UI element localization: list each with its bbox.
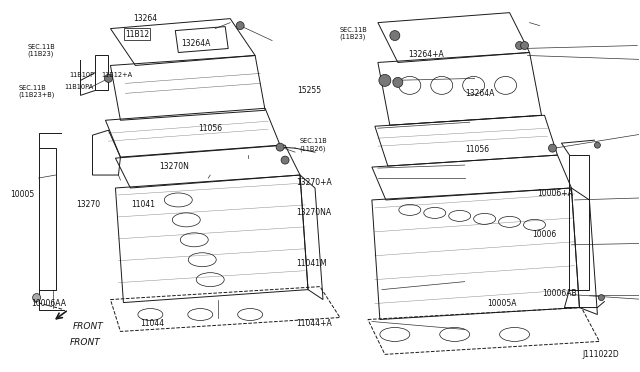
Text: 10006: 10006 <box>532 230 556 240</box>
Circle shape <box>236 22 244 30</box>
Text: 10006AA: 10006AA <box>31 299 67 308</box>
Text: 15255: 15255 <box>298 86 322 95</box>
Circle shape <box>281 156 289 164</box>
Text: 13270N: 13270N <box>159 162 189 171</box>
Text: 13264A: 13264A <box>180 39 210 48</box>
Text: 10005: 10005 <box>10 190 35 199</box>
Circle shape <box>598 295 604 301</box>
Circle shape <box>33 294 40 302</box>
Text: 10005A: 10005A <box>487 299 517 308</box>
Text: 13270: 13270 <box>76 200 100 209</box>
Text: 11B10PA: 11B10PA <box>65 84 94 90</box>
Text: 13270NA: 13270NA <box>296 208 331 217</box>
Text: SEC.11B
(11B26): SEC.11B (11B26) <box>300 138 327 152</box>
Text: SEC.11B
(11B23): SEC.11B (11B23) <box>28 44 55 58</box>
Circle shape <box>379 74 391 86</box>
Text: FRONT: FRONT <box>70 338 100 347</box>
Text: 13264+A: 13264+A <box>408 50 444 59</box>
Text: 11B12: 11B12 <box>125 29 149 39</box>
Text: J111022D: J111022D <box>582 350 619 359</box>
Text: 11041: 11041 <box>132 200 156 209</box>
Text: 11056: 11056 <box>466 145 490 154</box>
Text: 11056: 11056 <box>198 124 223 133</box>
Text: 11041M: 11041M <box>296 259 326 268</box>
Circle shape <box>520 42 529 49</box>
Text: FRONT: FRONT <box>72 323 103 331</box>
Text: 11B12+A: 11B12+A <box>102 72 132 78</box>
Text: 10006+A: 10006+A <box>537 189 573 198</box>
Circle shape <box>595 142 600 148</box>
Text: 10006AB: 10006AB <box>542 289 577 298</box>
Text: 11B10P: 11B10P <box>70 72 95 78</box>
Text: SEC.11B
(11B23+B): SEC.11B (11B23+B) <box>19 85 55 98</box>
Circle shape <box>516 42 524 49</box>
Text: 13270+A: 13270+A <box>296 178 332 187</box>
Text: 11044: 11044 <box>140 319 164 328</box>
Text: 13264A: 13264A <box>466 89 495 98</box>
Text: SEC.11B
(11B23): SEC.11B (11B23) <box>339 26 367 40</box>
Circle shape <box>390 31 400 41</box>
Text: 13264: 13264 <box>134 14 157 23</box>
Circle shape <box>548 144 557 152</box>
Circle shape <box>276 143 284 151</box>
Circle shape <box>104 74 113 82</box>
Circle shape <box>393 77 403 87</box>
Text: 11044+A: 11044+A <box>296 319 332 328</box>
